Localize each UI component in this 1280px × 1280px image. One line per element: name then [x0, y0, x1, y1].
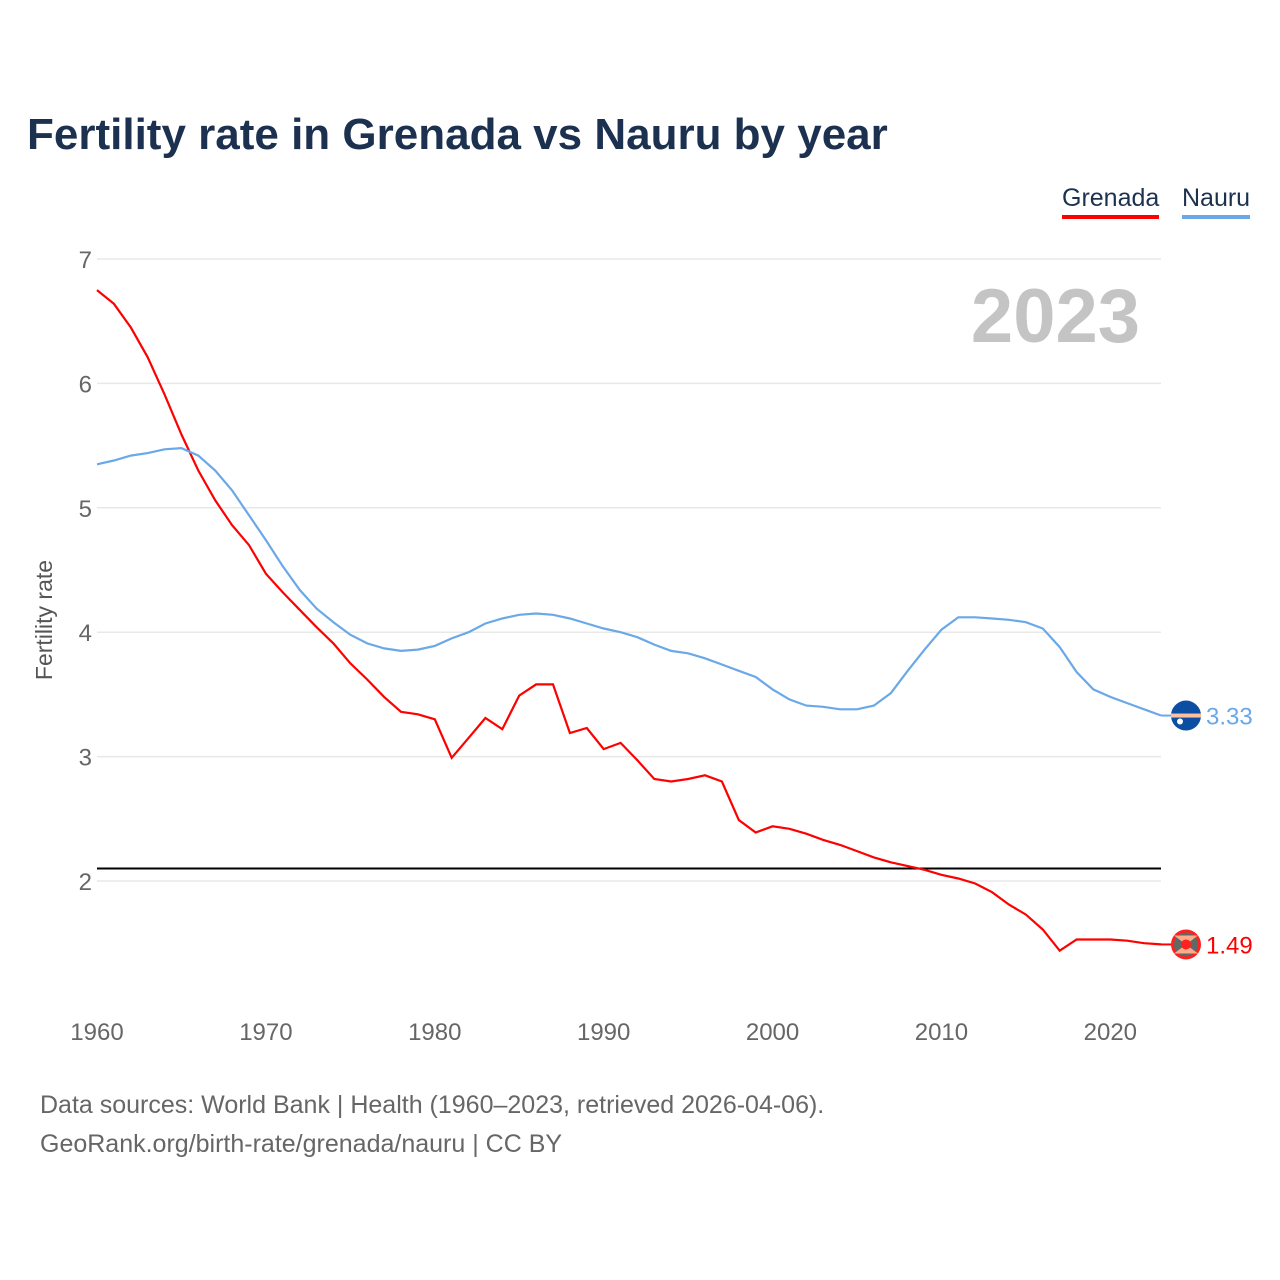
x-tick-label: 2020	[1084, 1019, 1137, 1046]
legend-grenada[interactable]: Grenada	[1062, 184, 1160, 219]
flag-star	[1181, 939, 1191, 950]
x-tick-label: 1970	[239, 1019, 292, 1046]
y-axis-label: Fertility rate	[31, 560, 57, 680]
legend-nauru[interactable]: Nauru	[1182, 184, 1251, 219]
end-value-label-grenada: 1.49	[1206, 932, 1253, 959]
series-line-grenada	[96, 289, 1162, 953]
chart-title: Fertility rate in Grenada vs Nauru by ye…	[27, 110, 888, 159]
end-value-label-nauru: 3.33	[1206, 704, 1253, 731]
footer: Data sources: World Bank | Health (1960–…	[40, 1086, 824, 1164]
y-tick-label: 2	[79, 869, 92, 896]
y-tick-label: 6	[79, 371, 92, 398]
flag-stripe	[1171, 713, 1201, 718]
y-tick-label: 7	[79, 247, 92, 274]
year-label: 2023	[971, 274, 1140, 359]
x-tick-label: 1960	[70, 1019, 123, 1046]
y-tick-label: 3	[79, 745, 92, 772]
y-tick-label: 5	[79, 496, 92, 523]
x-tick-label: 1980	[408, 1019, 461, 1046]
x-tick-label: 2010	[915, 1019, 968, 1046]
x-tick-label: 2000	[746, 1019, 799, 1046]
series-line-nauru	[96, 446, 1162, 717]
flag-star	[1177, 718, 1183, 725]
credit-text: GeoRank.org/birth-rate/grenada/nauru | C…	[40, 1130, 563, 1158]
source-text: Data sources: World Bank | Health (1960–…	[40, 1091, 825, 1119]
x-tick-label: 1990	[577, 1019, 630, 1046]
flag-triangles	[1174, 935, 1198, 954]
y-tick-label: 4	[79, 620, 92, 647]
